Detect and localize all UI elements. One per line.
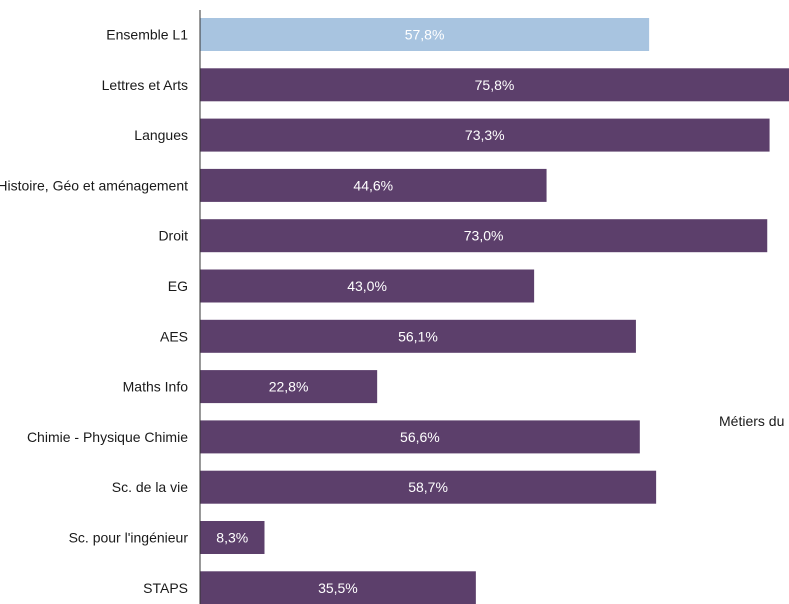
- bar-6: [200, 319, 636, 353]
- category-label: Langues: [134, 127, 188, 143]
- bar-3: [200, 168, 547, 202]
- category-label: Lettres et Arts: [102, 77, 188, 93]
- bar-0: [200, 18, 650, 51]
- value-label: 58,7%: [408, 479, 448, 495]
- bars-group: [200, 18, 789, 604]
- value-label: 44,6%: [353, 177, 393, 193]
- bar-1: [200, 68, 789, 102]
- category-label: Sc. pour l'ingénieur: [69, 530, 189, 546]
- bar-7: [200, 370, 378, 404]
- category-label: STAPS: [143, 580, 188, 596]
- category-label: AES: [160, 328, 188, 344]
- category-label: Histoire, Géo et aménagement: [0, 177, 188, 193]
- category-label: Droit: [158, 228, 188, 244]
- value-label: 8,3%: [216, 530, 248, 546]
- value-label: 43,0%: [347, 278, 387, 294]
- bar-10: [200, 521, 265, 554]
- value-label: 35,5%: [318, 580, 358, 596]
- bar-5: [200, 269, 535, 303]
- value-labels: 57,8% 75,8% 73,3% 44,6% 73,0% 43,0% 56,1% 22,8%…: [216, 27, 514, 596]
- value-label: 56,1%: [398, 328, 438, 344]
- category-label: EG: [168, 278, 188, 294]
- category-label: Sc. de la vie: [112, 479, 188, 495]
- bar-9: [200, 470, 657, 504]
- category-labels: Ensemble L1 Lettres et Arts Langues Histoir…: [0, 27, 188, 596]
- value-label: 73,0%: [464, 228, 504, 244]
- value-label: 75,8%: [475, 77, 515, 93]
- bar-11: [200, 571, 476, 604]
- bar-8: [200, 420, 640, 454]
- bar-2: [200, 118, 770, 152]
- value-label: 57,8%: [405, 27, 445, 43]
- category-label: Chimie - Physique Chimie: [27, 429, 188, 445]
- value-label: 56,6%: [400, 429, 440, 445]
- value-label: 22,8%: [269, 379, 309, 395]
- bar-4: [200, 219, 768, 253]
- category-label: Maths Info: [123, 379, 189, 395]
- side-annotation: Métiers du: [719, 413, 784, 429]
- category-label: Ensemble L1: [106, 27, 188, 43]
- value-label: 73,3%: [465, 127, 505, 143]
